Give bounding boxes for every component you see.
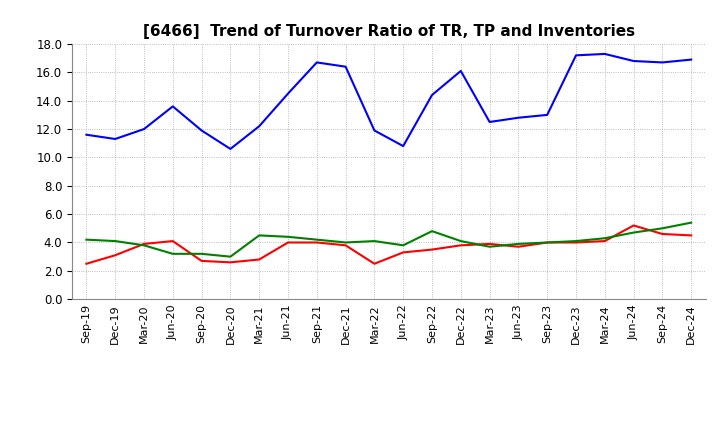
- Trade Receivables: [687, 233, 696, 238]
- Inventories: [485, 244, 494, 249]
- Inventories: [140, 243, 148, 248]
- Trade Receivables: [456, 243, 465, 248]
- Line: Inventories: Inventories: [86, 223, 691, 257]
- Trade Receivables: [111, 253, 120, 258]
- Inventories: [168, 251, 177, 257]
- Inventories: [82, 237, 91, 242]
- Trade Receivables: [399, 250, 408, 255]
- Line: Trade Receivables: Trade Receivables: [86, 225, 691, 264]
- Trade Payables: [485, 119, 494, 125]
- Trade Receivables: [600, 238, 609, 244]
- Inventories: [111, 238, 120, 244]
- Inventories: [629, 230, 638, 235]
- Inventories: [456, 238, 465, 244]
- Trade Receivables: [485, 241, 494, 246]
- Title: [6466]  Trend of Turnover Ratio of TR, TP and Inventories: [6466] Trend of Turnover Ratio of TR, TP…: [143, 24, 635, 39]
- Trade Receivables: [312, 240, 321, 245]
- Trade Payables: [82, 132, 91, 137]
- Inventories: [197, 251, 206, 257]
- Trade Payables: [399, 143, 408, 149]
- Inventories: [312, 237, 321, 242]
- Trade Receivables: [197, 258, 206, 264]
- Inventories: [255, 233, 264, 238]
- Inventories: [514, 241, 523, 246]
- Trade Receivables: [168, 238, 177, 244]
- Trade Receivables: [428, 247, 436, 252]
- Inventories: [370, 238, 379, 244]
- Trade Payables: [456, 68, 465, 73]
- Inventories: [600, 235, 609, 241]
- Trade Receivables: [370, 261, 379, 266]
- Trade Payables: [428, 92, 436, 98]
- Trade Receivables: [82, 261, 91, 266]
- Inventories: [226, 254, 235, 259]
- Trade Receivables: [514, 244, 523, 249]
- Trade Payables: [168, 104, 177, 109]
- Trade Receivables: [543, 240, 552, 245]
- Inventories: [658, 226, 667, 231]
- Trade Receivables: [140, 241, 148, 246]
- Trade Payables: [111, 136, 120, 142]
- Inventories: [428, 228, 436, 234]
- Trade Payables: [197, 128, 206, 133]
- Inventories: [687, 220, 696, 225]
- Line: Trade Payables: Trade Payables: [86, 54, 691, 149]
- Inventories: [543, 240, 552, 245]
- Trade Receivables: [284, 240, 292, 245]
- Trade Payables: [600, 51, 609, 57]
- Trade Payables: [341, 64, 350, 70]
- Trade Payables: [629, 59, 638, 64]
- Trade Payables: [284, 91, 292, 96]
- Trade Receivables: [341, 243, 350, 248]
- Trade Payables: [514, 115, 523, 121]
- Trade Payables: [312, 60, 321, 65]
- Trade Payables: [226, 146, 235, 151]
- Trade Receivables: [255, 257, 264, 262]
- Trade Payables: [370, 128, 379, 133]
- Trade Payables: [543, 112, 552, 117]
- Trade Receivables: [572, 240, 580, 245]
- Trade Receivables: [658, 231, 667, 237]
- Trade Payables: [658, 60, 667, 65]
- Trade Payables: [255, 124, 264, 129]
- Trade Receivables: [226, 260, 235, 265]
- Trade Receivables: [629, 223, 638, 228]
- Trade Payables: [572, 53, 580, 58]
- Inventories: [399, 243, 408, 248]
- Inventories: [284, 234, 292, 239]
- Inventories: [341, 240, 350, 245]
- Trade Payables: [687, 57, 696, 62]
- Inventories: [572, 238, 580, 244]
- Trade Payables: [140, 126, 148, 132]
